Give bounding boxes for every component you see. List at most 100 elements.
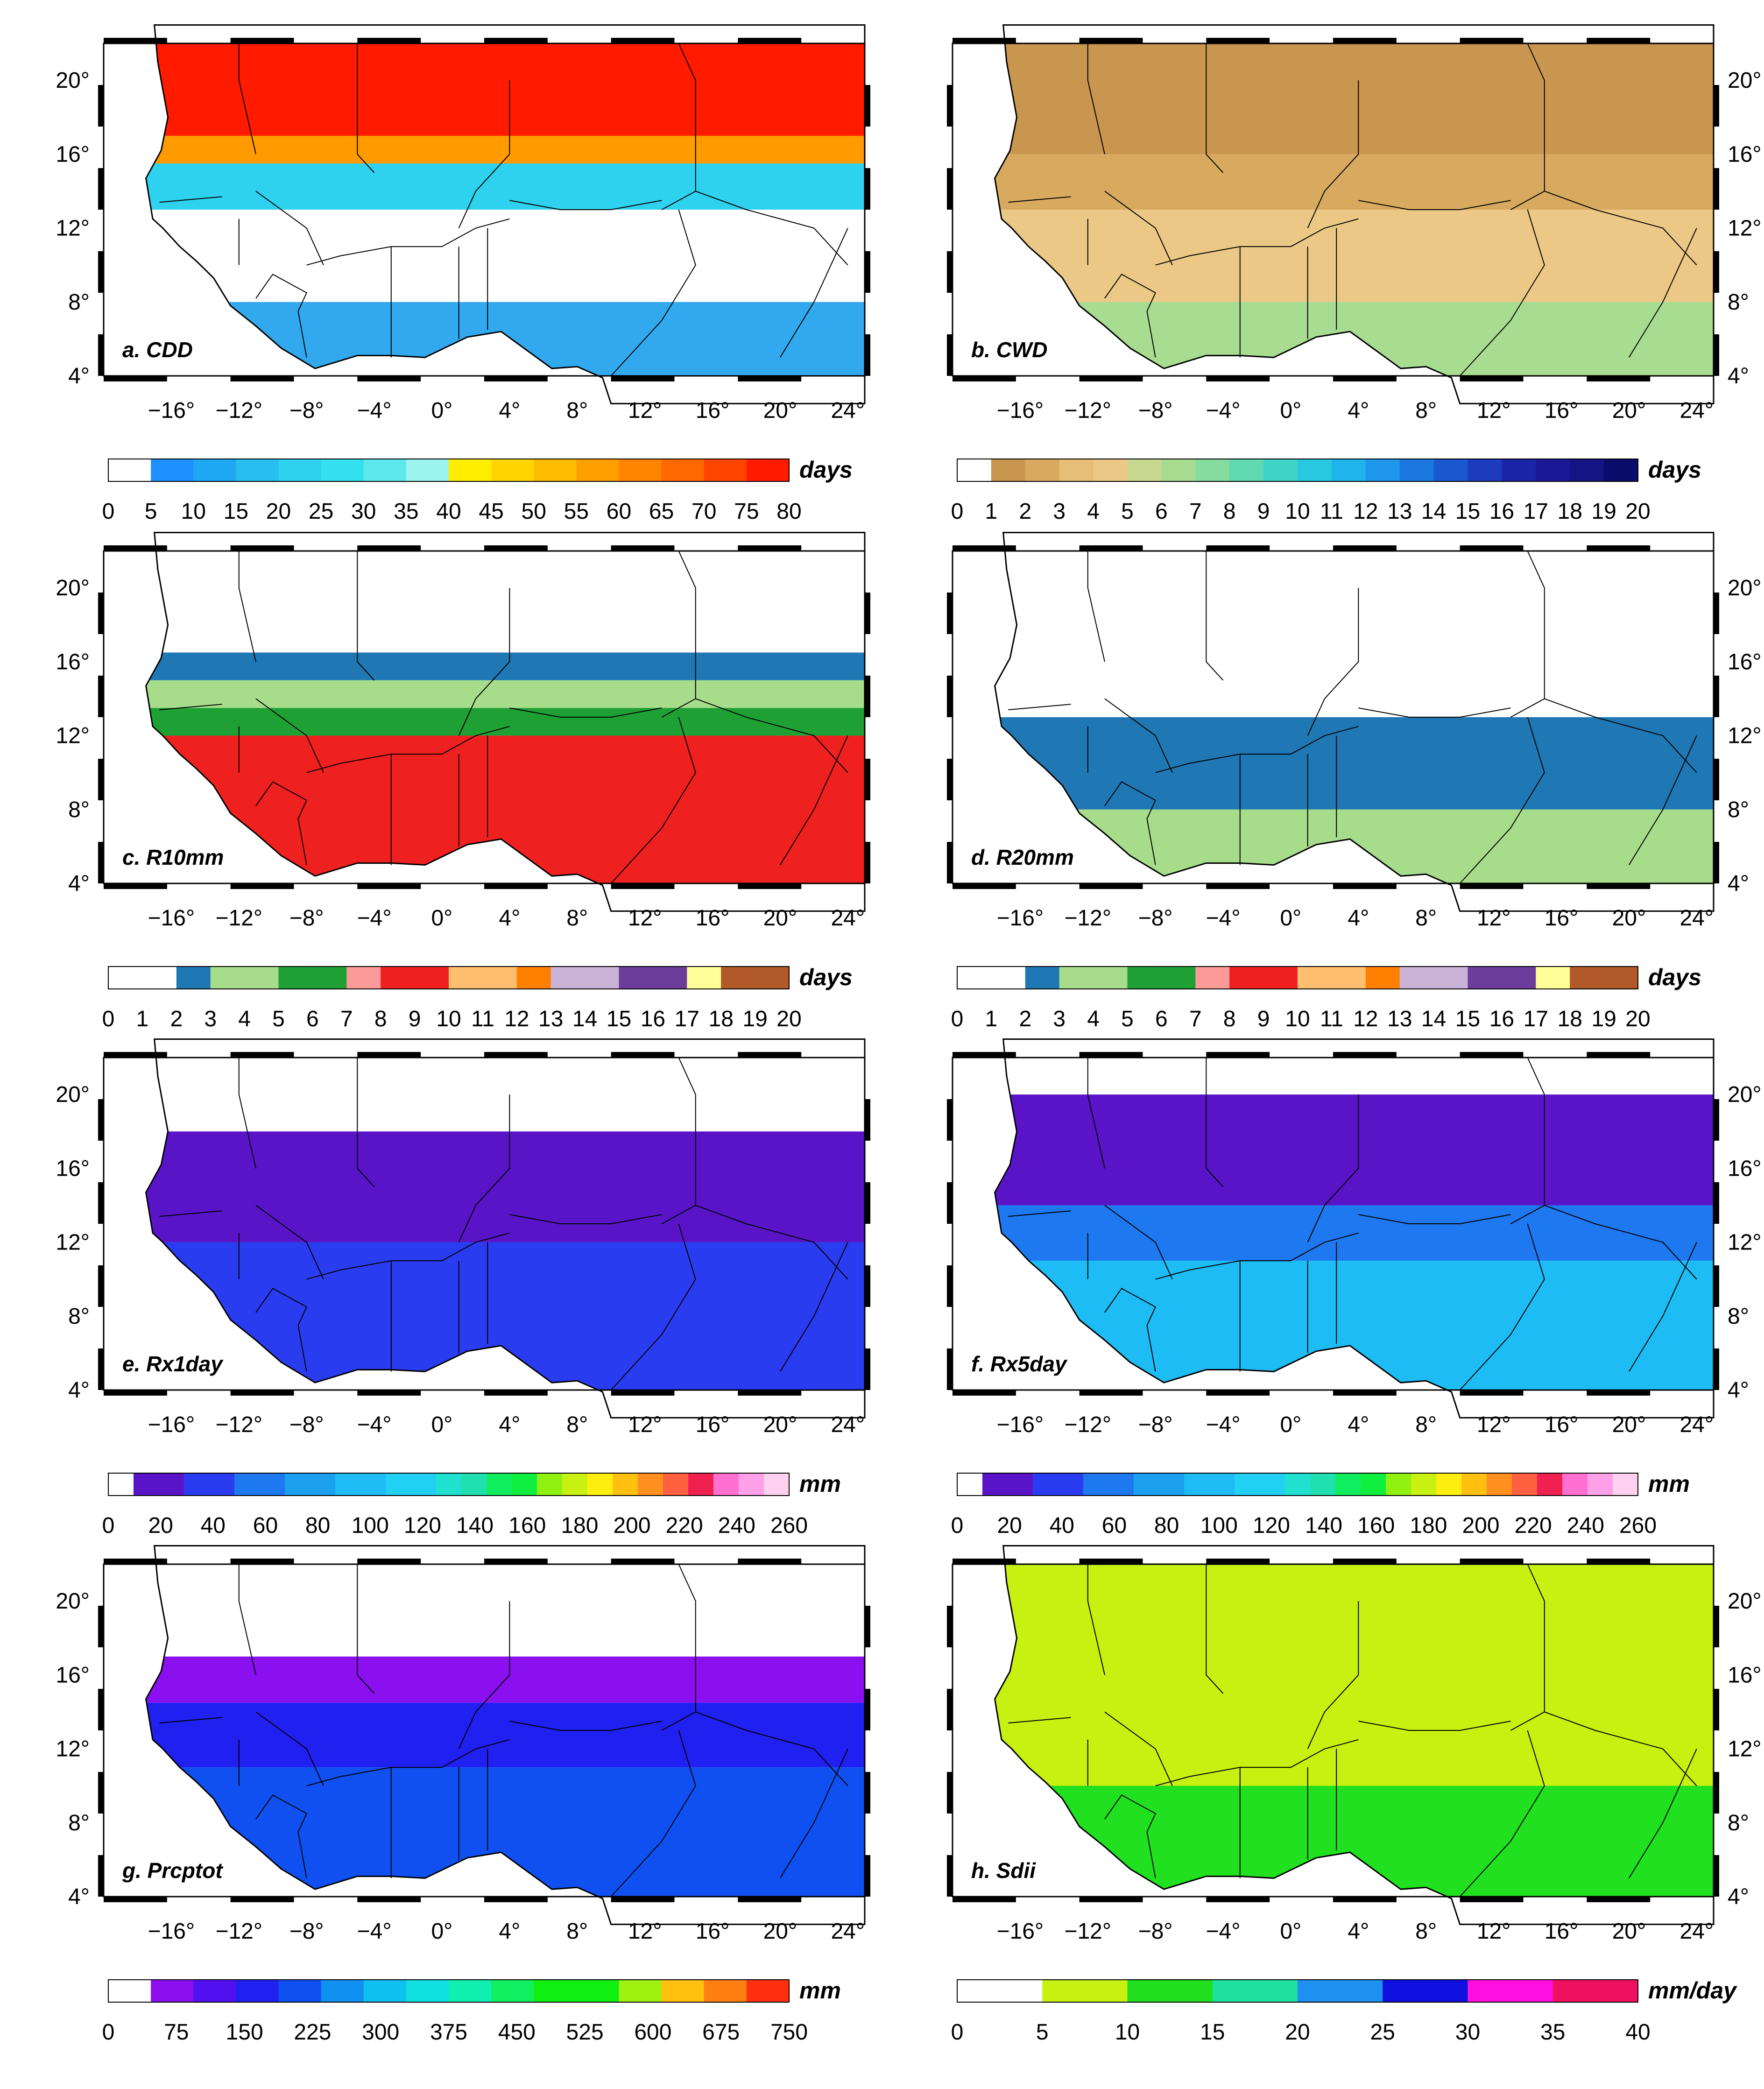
colorbar-swatch — [151, 459, 194, 481]
lon-tick-label: −4° — [357, 398, 392, 423]
lat-tick-label: 8° — [68, 1304, 90, 1329]
colorbar-tick: 60 — [607, 499, 631, 524]
frame-bar-left — [947, 759, 953, 800]
country-border — [695, 191, 848, 266]
colorbar-tick: 120 — [1253, 1513, 1290, 1538]
colorbar-tick: 10 — [1285, 1007, 1310, 1031]
colorbar-swatch — [310, 1473, 336, 1496]
colorbar-swatch — [236, 459, 279, 481]
colorbar-tick: 0 — [102, 1007, 115, 1031]
lon-tick-label: 16° — [1545, 398, 1579, 423]
map-panel-5: 20° 16° 12° 8° 4° −16° −12° −8° −4° 0° 4° 8° 12° 16° 2… — [56, 1038, 870, 1538]
country-border — [159, 704, 222, 711]
colorbar-swatch — [151, 1980, 194, 2002]
country-border — [1510, 43, 1545, 210]
colorbar-swatch — [1195, 967, 1230, 989]
colorbar-swatch — [108, 967, 143, 989]
country-border — [255, 1288, 307, 1372]
colorbar-tick: 100 — [352, 1513, 389, 1538]
colorbar-tick: 16 — [1489, 499, 1514, 524]
country-border — [1008, 1717, 1071, 1724]
country-border — [509, 200, 662, 210]
frame-bar-bottom — [953, 1897, 1016, 1902]
lat-tick-label: 20° — [1728, 68, 1762, 93]
colorbar-tick: 5 — [145, 499, 157, 524]
lon-tick-label: 24° — [1679, 1919, 1714, 1944]
lon-tick-label: 20° — [1612, 1412, 1646, 1437]
frame-bar-bottom — [230, 883, 294, 889]
colorbar-swatch — [108, 1980, 151, 2002]
frame-bar-top — [1460, 545, 1524, 551]
colorbar-swatch — [1093, 459, 1128, 481]
country-border — [1544, 1711, 1697, 1786]
colorbar-frame — [957, 459, 1638, 482]
colorbar-tick: 5 — [272, 1007, 285, 1031]
colorbar-tick: 14 — [1421, 499, 1446, 524]
colorbar-swatch — [1361, 1473, 1386, 1496]
lon-tick-label: −8° — [1138, 1919, 1173, 1944]
frame-bar-top — [611, 38, 675, 43]
country-border — [458, 1601, 510, 1749]
frame-bar-left — [98, 334, 104, 376]
frame-bar-left — [947, 1772, 953, 1814]
colorbar-tick: 10 — [1285, 499, 1310, 524]
frame-bar-top — [357, 1052, 421, 1058]
frame-bar-right — [1714, 842, 1719, 883]
map-panel-7: 20° 16° 12° 8° 4° −16° −12° −8° −4° 0° 4° 8° 12° 16° 2… — [56, 1545, 870, 2045]
frame-bar-right — [1714, 1099, 1719, 1141]
frame-bar-top — [611, 545, 675, 551]
country-border — [159, 1210, 222, 1217]
lon-tick-label: 12° — [628, 398, 662, 423]
frame-bar-bottom — [1587, 1390, 1651, 1396]
country-border — [1459, 1730, 1545, 1897]
frame-bar-top — [1206, 1559, 1270, 1564]
colorbar-tick: 13 — [1387, 499, 1412, 524]
colorbar-swatch — [1161, 459, 1196, 481]
country-border — [695, 1205, 848, 1280]
colorbar-swatch — [1604, 459, 1638, 481]
country-border — [1104, 1794, 1156, 1878]
colorbar-swatch — [381, 967, 415, 989]
frame-bar-right — [865, 759, 870, 800]
lon-tick-label: 20° — [763, 398, 797, 423]
country-border — [1155, 218, 1359, 266]
lon-tick-label: −4° — [1206, 1919, 1241, 1944]
lon-tick-label: 20° — [1612, 398, 1646, 423]
frame-bar-bottom — [1333, 1897, 1397, 1902]
lon-tick-label: 8° — [566, 1919, 588, 1944]
colorbar-tick: 40 — [1625, 2020, 1650, 2045]
country-border — [1206, 551, 1224, 681]
lat-tick-label: 12° — [56, 216, 90, 241]
colorbar-swatch — [236, 1980, 279, 2002]
colorbar-swatch — [1411, 1473, 1437, 1496]
country-border — [661, 1564, 696, 1731]
frame-bar-left — [98, 1855, 104, 1897]
colorbar-swatch — [619, 967, 653, 989]
colorbar-swatch — [587, 1473, 613, 1496]
colorbar-swatch — [1562, 1473, 1588, 1496]
panel-label: c. R10mm — [122, 845, 224, 869]
lon-tick-label: −12° — [1064, 1412, 1111, 1437]
colorbar-tick: 50 — [522, 499, 546, 524]
country-border — [1008, 1210, 1071, 1217]
country-border — [1008, 704, 1071, 711]
frame-bar-bottom — [1333, 1390, 1397, 1396]
frame-bar-left — [947, 842, 953, 883]
lat-tick-label: 4° — [1728, 364, 1749, 388]
frame-bar-top — [611, 1052, 675, 1058]
country-border — [1155, 1232, 1359, 1280]
lon-tick-label: 24° — [1679, 1412, 1714, 1437]
frame-bar-top — [1333, 545, 1397, 551]
colorbar-tick: 180 — [561, 1513, 598, 1538]
lon-tick-label: −8° — [289, 1919, 324, 1944]
country-border — [1307, 1601, 1359, 1749]
colorbar-tick: 160 — [1357, 1513, 1395, 1538]
lon-tick-label: 16° — [1545, 1412, 1579, 1437]
colorbar-swatch — [1502, 459, 1536, 481]
lat-tick-label: 20° — [56, 576, 90, 600]
colorbar-unit: days — [799, 964, 853, 990]
colorbar-tick: 15 — [1455, 499, 1480, 524]
country-border — [1358, 707, 1511, 718]
